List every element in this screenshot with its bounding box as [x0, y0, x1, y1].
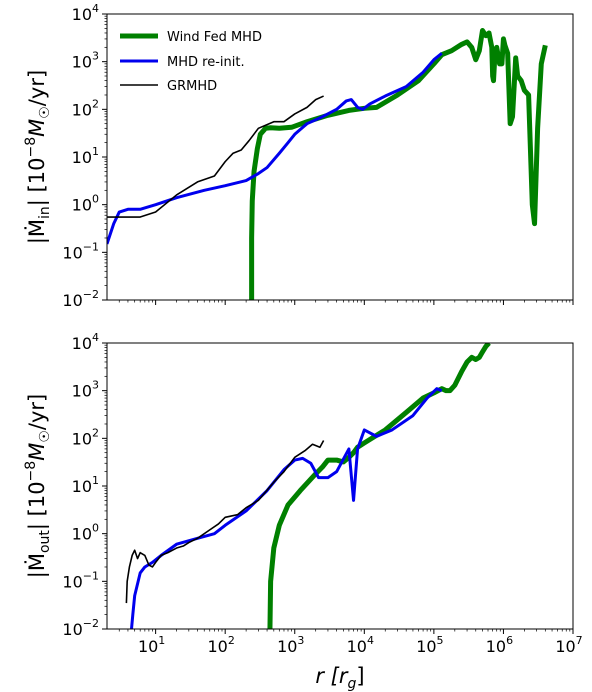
top-plot-lines: [107, 28, 548, 300]
bottom-x-tick-label: 105: [416, 634, 443, 656]
bottom-series-grmhd: [125, 440, 325, 604]
bottom-y-tick-label: 10−2: [62, 617, 99, 639]
top-y-tick-label: 102: [72, 97, 99, 119]
bottom-plot-lines: [125, 343, 491, 629]
bottom-x-tick-label: 101: [138, 634, 165, 656]
bottom-ticks: 10−2 10−1 100 101 102 103 104 101 102 103 104 105 10…: [62, 331, 582, 656]
bottom-y-tick-label: 102: [72, 426, 99, 448]
bottom-y-tick-label: 10−1: [62, 569, 99, 591]
bottom-x-tick-label: 107: [555, 634, 582, 656]
top-y-tick-label: 103: [72, 50, 99, 72]
bottom-y-tick-label: 101: [72, 474, 99, 496]
x-axis-label: r [rg]: [315, 664, 364, 692]
legend: Wind Fed MHD MHD re-init. GRMHD: [120, 30, 262, 94]
bottom-y-tick-label: 104: [72, 331, 99, 353]
legend-label-wind-fed-mhd: Wind Fed MHD: [167, 30, 262, 45]
bottom-x-tick-label: 102: [208, 634, 235, 656]
bottom-x-tick-label: 104: [347, 634, 374, 656]
legend-label-mhd-reinit: MHD re-init.: [167, 55, 245, 70]
top-y-tick-label: 10−2: [62, 288, 99, 310]
top-y-tick-label: 104: [72, 2, 99, 24]
bottom-x-tick-label: 103: [277, 634, 304, 656]
bottom-series-wind-fed-mhd: [267, 343, 491, 629]
top-y-tick-label: 10−1: [62, 240, 99, 262]
bottom-x-tick-label: 106: [486, 634, 513, 656]
top-y-tick-label: 100: [72, 193, 99, 215]
top-series-mhd-re-init: [107, 52, 443, 245]
bottom-plot-frame: [106, 342, 574, 630]
bottom-y-axis-label: |Ṁout| [10−8M☉/yr]: [23, 394, 53, 578]
top-ticks: 10−2 10−1 100 101 102 103 104: [62, 2, 574, 310]
top-y-tick-label: 101: [72, 145, 99, 167]
bottom-y-tick-label: 100: [72, 522, 99, 544]
top-series-wind-fed-mhd: [249, 28, 548, 300]
bottom-series-mhd-re-init: [130, 387, 443, 629]
bottom-panel: 10−2 10−1 100 101 102 103 104 101 102 103 104 105 10…: [23, 331, 583, 692]
legend-label-grmhd: GRMHD: [167, 79, 217, 94]
bottom-y-tick-label: 103: [72, 379, 99, 401]
top-series-grmhd: [107, 95, 324, 218]
top-y-axis-label: |Ṁin| [10−8M☉/yr]: [23, 70, 53, 244]
top-panel: 10−2 10−1 100 101 102 103 104 |Ṁin| [10−8M☉/yr…: [23, 2, 574, 310]
